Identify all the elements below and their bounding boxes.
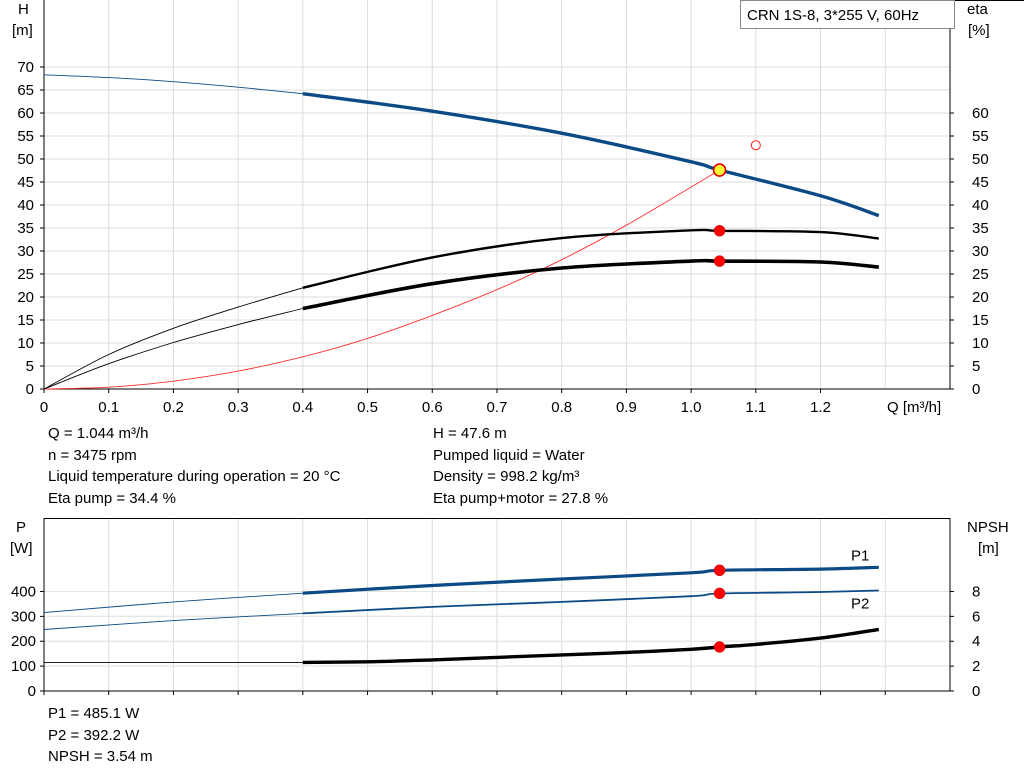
head-curve xyxy=(302,92,880,218)
x-tick-label: 0.4 xyxy=(292,399,313,416)
npsh-operating-point xyxy=(713,641,726,653)
y-axis-unit-right: [%] xyxy=(968,22,990,39)
eta-pump-motor-curve xyxy=(302,258,879,311)
npsh-curve xyxy=(302,627,880,665)
y-tick-label-left: 45 xyxy=(17,174,34,191)
x-tick-label: 0.8 xyxy=(551,399,572,416)
y-tick-label-right: 35 xyxy=(972,220,989,237)
y-tick-label-right: 6 xyxy=(972,608,980,625)
p1-label: P1 xyxy=(851,547,869,564)
y-tick-label-left: 20 xyxy=(17,289,34,306)
info-lower: P1 = 485.1 W P2 = 392.2 W NPSH = 3.54 m xyxy=(48,703,153,768)
info-head: H = 47.6 m xyxy=(433,425,507,442)
p2-label: P2 xyxy=(851,595,869,612)
y-tick-label-right: 20 xyxy=(972,289,989,306)
y-tick-label-left: 30 xyxy=(17,243,34,260)
info-speed: n = 3475 rpm xyxy=(48,446,137,464)
y-tick-label-right: 40 xyxy=(972,197,989,214)
p1-curve xyxy=(302,565,879,595)
y-tick-label-left: 400 xyxy=(11,583,36,600)
y-axis-label-left: H xyxy=(18,1,29,18)
x-axis-label: Q [m³/h] xyxy=(887,399,941,416)
p1-operating-point xyxy=(713,564,726,577)
y-tick-label-left: 25 xyxy=(17,266,34,283)
head-curve-extension xyxy=(43,74,303,95)
info-p2: P2 = 392.2 W xyxy=(48,726,140,744)
y-tick-label-right: 4 xyxy=(972,633,980,650)
y-tick-label-right: 45 xyxy=(972,174,989,191)
x-tick-label: 1.0 xyxy=(681,399,702,416)
y-tick-label-right: 30 xyxy=(972,243,989,260)
y-tick-label-left: 200 xyxy=(11,633,36,650)
eta-pump-motor-operating-point xyxy=(713,255,726,267)
y-tick-label-right: 2 xyxy=(972,658,980,675)
y-tick-label-left: 10 xyxy=(17,335,34,352)
y-tick-label-right: 15 xyxy=(972,312,989,329)
y-tick-label-right: 25 xyxy=(972,266,989,283)
x-tick-label: 0.1 xyxy=(98,399,119,416)
y-tick-label-left: 40 xyxy=(17,197,34,214)
x-tick-label: 1.2 xyxy=(810,399,831,416)
y-tick-label-left: 100 xyxy=(11,658,36,675)
eta-pump-curve-extension xyxy=(43,287,303,390)
x-tick-label: 0 xyxy=(40,399,48,416)
info-density: Density = 998.2 kg/m³ xyxy=(433,468,580,485)
y-tick-label-left: 0 xyxy=(28,683,36,700)
p2-operating-point xyxy=(713,587,726,600)
eta-pump-curve xyxy=(302,228,879,289)
y-tick-label-left: 60 xyxy=(17,105,34,122)
info-eta-pump-motor: Eta pump+motor = 27.8 % xyxy=(433,489,609,507)
x-tick-label: 0.9 xyxy=(616,399,637,416)
info-p1: P1 = 485.1 W xyxy=(48,705,140,722)
y-tick-label-left: 65 xyxy=(17,82,34,99)
y-axis-unit-left: [W] xyxy=(10,540,33,557)
x-tick-label: 0.5 xyxy=(357,399,378,416)
y-tick-label-left: 35 xyxy=(17,220,34,237)
y-tick-label-right: 10 xyxy=(972,335,989,352)
y-tick-label-right: 55 xyxy=(972,128,989,145)
x-tick-label: 0.7 xyxy=(487,399,508,416)
y-axis-label-left: P xyxy=(16,519,26,536)
x-tick-label: 0.3 xyxy=(228,399,249,416)
y-tick-label-left: 300 xyxy=(11,608,36,625)
info-upper-right: H = 47.6 m Pumped liquid = Water Density… xyxy=(433,423,608,509)
head-operating-point xyxy=(712,163,727,177)
y-axis-label-right: NPSH xyxy=(967,519,1009,536)
y-tick-label-left: 55 xyxy=(17,128,34,145)
info-liquid-temperature: Liquid temperature during operation = 20… xyxy=(48,468,341,485)
y-tick-label-right: 0 xyxy=(972,381,980,398)
reference-point-marker xyxy=(750,140,761,151)
y-axis-unit-right: [m] xyxy=(978,540,999,557)
y-tick-label-right: 0 xyxy=(972,683,980,700)
system-curve xyxy=(43,169,720,390)
y-tick-label-left: 0 xyxy=(26,381,34,398)
info-npsh: NPSH = 3.54 m xyxy=(48,748,153,765)
y-axis-unit-left: [m] xyxy=(12,22,33,39)
y-tick-label-left: 5 xyxy=(26,358,34,375)
eta-pump-operating-point xyxy=(713,225,726,237)
x-tick-label: 1.1 xyxy=(745,399,766,416)
chart-title: CRN 1S-8, 3*255 V, 60Hz xyxy=(747,7,919,24)
y-tick-label-left: 50 xyxy=(17,151,34,168)
p2-curve-extension xyxy=(43,612,303,630)
info-flow: Q = 1.044 m³/h xyxy=(48,425,149,442)
y-tick-label-right: 5 xyxy=(972,358,980,375)
p2-curve xyxy=(302,589,879,615)
info-pumped-liquid: Pumped liquid = Water xyxy=(433,446,585,464)
y-tick-label-left: 70 xyxy=(17,59,34,76)
info-upper-left: Q = 1.044 m³/h n = 3475 rpm Liquid tempe… xyxy=(48,423,340,509)
p1-curve-extension xyxy=(43,592,303,614)
x-tick-label: 0.2 xyxy=(163,399,184,416)
info-eta-pump: Eta pump = 34.4 % xyxy=(48,489,176,507)
y-tick-label-right: 50 xyxy=(972,151,989,168)
y-tick-label-right: 8 xyxy=(972,583,980,600)
y-tick-label-left: 15 xyxy=(17,312,34,329)
chart-title-box xyxy=(740,0,955,29)
eta-pump-motor-curve-extension xyxy=(43,308,303,390)
y-axis-label-right: eta xyxy=(967,1,989,18)
y-tick-label-right: 60 xyxy=(972,105,989,122)
x-tick-label: 0.6 xyxy=(422,399,443,416)
